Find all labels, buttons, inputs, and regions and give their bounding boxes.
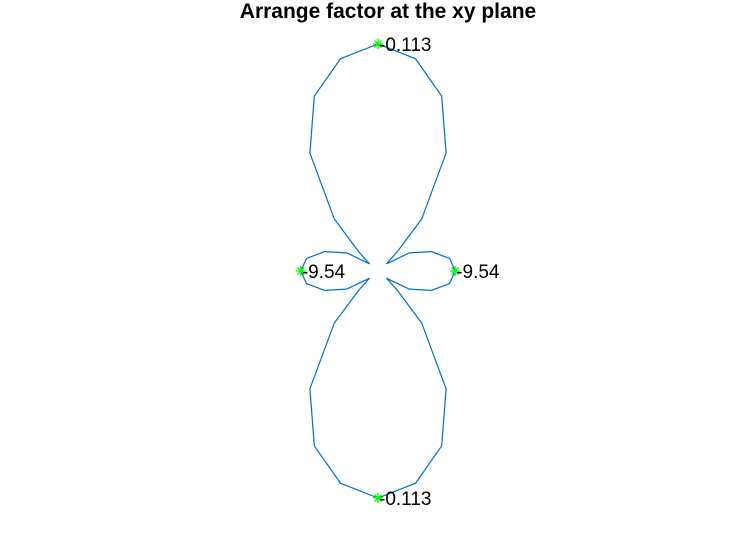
marker-asterisk-stroke — [374, 494, 382, 502]
marker-asterisk-stroke — [296, 267, 305, 275]
chart-title: Arrange factor at the xy plane — [240, 0, 536, 23]
peak-marker — [373, 39, 383, 49]
peak-value-label: -0.113 — [379, 489, 431, 510]
peak-value-label: -0.113 — [379, 35, 431, 56]
peak-marker — [450, 266, 461, 276]
peak-marker — [373, 493, 383, 503]
peak-value-label: -9.54 — [456, 262, 500, 283]
marker-layer: -0.113 -9.54 -9.54 -0.113 — [295, 35, 500, 510]
marker-asterisk-stroke — [374, 40, 382, 48]
marker-asterisk-stroke — [451, 267, 460, 275]
peak-value-label: -9.54 — [302, 262, 346, 283]
peak-marker — [295, 266, 306, 276]
